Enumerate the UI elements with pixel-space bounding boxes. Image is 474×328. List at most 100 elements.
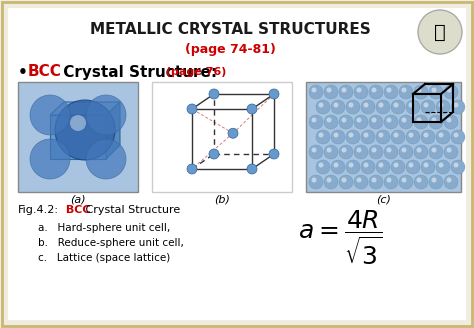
- Circle shape: [444, 85, 458, 99]
- Circle shape: [379, 162, 383, 168]
- Circle shape: [417, 117, 421, 122]
- Circle shape: [401, 177, 407, 182]
- Circle shape: [401, 88, 407, 92]
- Circle shape: [393, 133, 399, 137]
- Circle shape: [454, 133, 458, 137]
- Circle shape: [331, 100, 345, 114]
- Circle shape: [454, 162, 458, 168]
- Circle shape: [369, 115, 383, 129]
- Polygon shape: [50, 115, 106, 159]
- Text: (c): (c): [376, 195, 391, 205]
- Circle shape: [372, 177, 376, 182]
- Circle shape: [339, 145, 353, 159]
- Text: (page 76): (page 76): [162, 67, 227, 77]
- Circle shape: [421, 130, 435, 144]
- Circle shape: [356, 177, 362, 182]
- Circle shape: [423, 102, 428, 108]
- Circle shape: [431, 117, 437, 122]
- Circle shape: [431, 177, 437, 182]
- Circle shape: [346, 130, 360, 144]
- Circle shape: [86, 95, 126, 135]
- Circle shape: [444, 115, 458, 129]
- Circle shape: [369, 145, 383, 159]
- Text: c.   Lattice (space lattice): c. Lattice (space lattice): [38, 253, 170, 263]
- Circle shape: [269, 149, 279, 159]
- Text: b.   Reduce-sphere unit cell,: b. Reduce-sphere unit cell,: [38, 238, 184, 248]
- Circle shape: [356, 88, 362, 92]
- Circle shape: [391, 160, 405, 174]
- Circle shape: [376, 130, 390, 144]
- Text: Crystal Structure:: Crystal Structure:: [58, 65, 217, 79]
- Circle shape: [414, 175, 428, 189]
- Circle shape: [209, 149, 219, 159]
- Circle shape: [354, 145, 368, 159]
- Circle shape: [386, 177, 392, 182]
- Circle shape: [409, 102, 413, 108]
- Circle shape: [339, 175, 353, 189]
- Circle shape: [447, 88, 452, 92]
- Circle shape: [401, 117, 407, 122]
- Text: •: •: [18, 65, 28, 79]
- Circle shape: [421, 100, 435, 114]
- Circle shape: [348, 133, 354, 137]
- Circle shape: [429, 115, 443, 129]
- Circle shape: [364, 133, 368, 137]
- Circle shape: [409, 133, 413, 137]
- Circle shape: [391, 100, 405, 114]
- Circle shape: [372, 117, 376, 122]
- Circle shape: [309, 145, 323, 159]
- Circle shape: [364, 102, 368, 108]
- Circle shape: [384, 145, 398, 159]
- Circle shape: [379, 102, 383, 108]
- Circle shape: [447, 148, 452, 153]
- Bar: [306, 82, 461, 192]
- Circle shape: [451, 130, 465, 144]
- Circle shape: [346, 160, 360, 174]
- Circle shape: [376, 160, 390, 174]
- Circle shape: [417, 177, 421, 182]
- Text: a.   Hard-sphere unit cell,: a. Hard-sphere unit cell,: [38, 223, 170, 233]
- Circle shape: [327, 177, 331, 182]
- Circle shape: [30, 95, 70, 135]
- Circle shape: [346, 100, 360, 114]
- Circle shape: [431, 148, 437, 153]
- Circle shape: [364, 162, 368, 168]
- Text: (a): (a): [70, 195, 86, 205]
- Circle shape: [339, 115, 353, 129]
- Circle shape: [444, 145, 458, 159]
- Circle shape: [372, 148, 376, 153]
- Circle shape: [269, 89, 279, 99]
- Circle shape: [417, 148, 421, 153]
- Circle shape: [341, 117, 346, 122]
- Circle shape: [354, 85, 368, 99]
- Text: BCC: BCC: [62, 205, 91, 215]
- Circle shape: [369, 85, 383, 99]
- Polygon shape: [106, 102, 120, 159]
- Circle shape: [309, 175, 323, 189]
- Circle shape: [438, 133, 444, 137]
- Text: Crystal Structure: Crystal Structure: [82, 205, 180, 215]
- Circle shape: [384, 115, 398, 129]
- Circle shape: [436, 100, 450, 114]
- Text: 🏛: 🏛: [434, 23, 446, 42]
- Text: (page 74-81): (page 74-81): [184, 44, 275, 56]
- Circle shape: [447, 117, 452, 122]
- Circle shape: [341, 148, 346, 153]
- Circle shape: [379, 133, 383, 137]
- Circle shape: [429, 85, 443, 99]
- Circle shape: [55, 100, 115, 160]
- Circle shape: [354, 175, 368, 189]
- Circle shape: [391, 130, 405, 144]
- Circle shape: [429, 175, 443, 189]
- Circle shape: [319, 162, 323, 168]
- Circle shape: [339, 85, 353, 99]
- Circle shape: [451, 100, 465, 114]
- Circle shape: [311, 177, 317, 182]
- Circle shape: [334, 133, 338, 137]
- Circle shape: [316, 100, 330, 114]
- Circle shape: [438, 162, 444, 168]
- Circle shape: [311, 88, 317, 92]
- Circle shape: [86, 139, 126, 179]
- Circle shape: [423, 162, 428, 168]
- Circle shape: [444, 175, 458, 189]
